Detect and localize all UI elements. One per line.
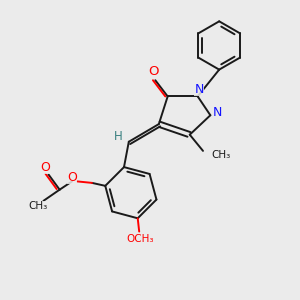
Text: O: O [40, 161, 50, 174]
Text: OCH₃: OCH₃ [126, 235, 154, 244]
Text: CH₃: CH₃ [212, 150, 231, 160]
Text: N: N [194, 83, 204, 96]
Text: H: H [114, 130, 123, 143]
Text: N: N [213, 106, 222, 119]
Text: CH₃: CH₃ [29, 201, 48, 211]
Text: O: O [148, 65, 159, 79]
Text: O: O [67, 171, 77, 184]
